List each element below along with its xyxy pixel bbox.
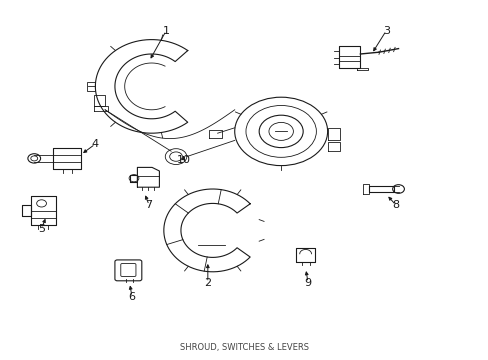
Text: SHROUD, SWITCHES & LEVERS: SHROUD, SWITCHES & LEVERS — [180, 343, 308, 352]
Text: 1: 1 — [163, 26, 169, 36]
Text: 6: 6 — [128, 292, 135, 302]
Text: 3: 3 — [382, 26, 389, 36]
Text: 9: 9 — [304, 278, 311, 288]
Text: 7: 7 — [145, 200, 152, 210]
Bar — [86, 82, 95, 91]
Text: 8: 8 — [392, 200, 399, 210]
Text: 10: 10 — [176, 155, 190, 165]
Text: 5: 5 — [38, 224, 45, 234]
Text: 2: 2 — [204, 278, 211, 288]
Text: 4: 4 — [92, 139, 99, 149]
